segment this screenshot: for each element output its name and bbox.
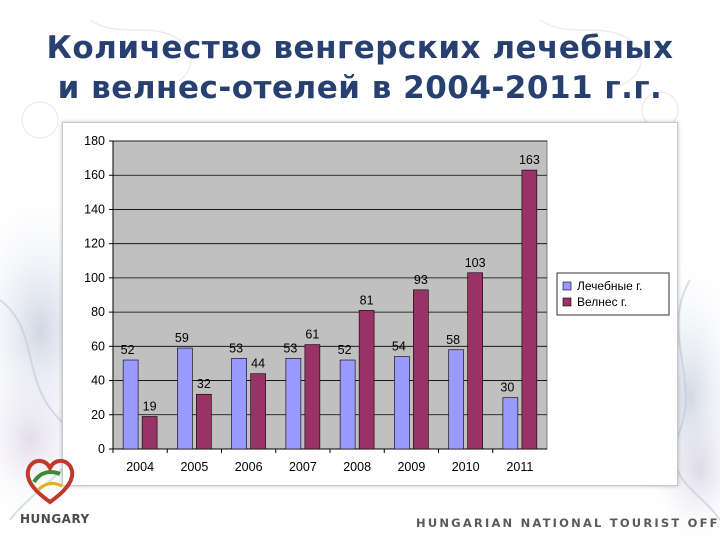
bar-lechebnye-2004 <box>122 359 139 450</box>
data-label: 59 <box>175 331 189 345</box>
legend-label: Велнес г. <box>577 295 627 309</box>
chart-frame: 0 20 40 60 80 100 120 140 160 180 52 19 2004 59 32 2005… <box>62 122 678 486</box>
bar-velnes-2005 <box>196 393 212 450</box>
x-tick-label: 2009 <box>397 460 425 474</box>
data-label: 103 <box>465 256 486 270</box>
x-tick-label: 2007 <box>289 460 317 474</box>
bar-velnes-2006 <box>250 373 266 450</box>
data-label: 52 <box>338 343 352 357</box>
y-tick-label: 60 <box>91 339 105 353</box>
bar-velnes-2010 <box>467 272 483 450</box>
data-label: 52 <box>121 343 135 357</box>
bar-chart: 0 20 40 60 80 100 120 140 160 180 52 19 2004 59 32 2005… <box>84 134 670 474</box>
data-label: 19 <box>143 399 157 413</box>
x-tick-label: 2011 <box>506 460 533 474</box>
x-tick-label: 2010 <box>452 460 480 474</box>
data-label: 53 <box>283 341 297 355</box>
legend-swatch <box>562 297 572 307</box>
x-tick-label: 2004 <box>126 460 154 474</box>
legend-box <box>556 272 670 316</box>
y-tick-label: 40 <box>91 374 105 388</box>
bar-lechebnye-2005 <box>177 347 193 450</box>
x-tick-label: 2005 <box>180 460 208 474</box>
x-tick-label: 2006 <box>235 460 263 474</box>
bar-lechebnye-2010 <box>448 349 464 450</box>
data-label: 93 <box>414 273 428 287</box>
data-label: 32 <box>197 377 211 391</box>
bar-lechebnye-2006 <box>231 358 247 450</box>
y-tick-label: 0 <box>98 442 105 456</box>
bar-lechebnye-2008 <box>339 359 356 450</box>
bar-velnes-2008 <box>358 310 375 450</box>
bar-velnes-2009 <box>413 289 429 450</box>
hungary-heart-logo-icon <box>25 459 75 505</box>
y-tick-label: 120 <box>84 237 105 251</box>
data-label: 44 <box>251 357 265 371</box>
bar-velnes-2004 <box>141 416 158 450</box>
bar-velnes-2011 <box>521 169 538 450</box>
data-label: 53 <box>229 341 243 355</box>
data-label: 54 <box>392 340 406 354</box>
bar-lechebnye-2009 <box>394 356 410 450</box>
bar-lechebnye-2011 <box>502 397 519 450</box>
data-label: 163 <box>519 153 540 167</box>
y-tick-label: 140 <box>84 202 105 216</box>
y-tick-label: 80 <box>91 305 105 319</box>
legend-label: Лечебные г. <box>577 279 642 293</box>
data-label: 61 <box>305 328 319 342</box>
data-label: 58 <box>446 333 460 347</box>
legend-swatch <box>562 281 572 291</box>
data-label: 81 <box>360 293 374 307</box>
bar-lechebnye-2007 <box>285 358 302 450</box>
brand-name: HUNGARY <box>20 512 90 526</box>
office-name: HUNGARIAN NATIONAL TOURIST OFFICE <box>416 516 720 530</box>
x-tick-label: 2008 <box>343 460 371 474</box>
data-label: 30 <box>500 381 514 395</box>
slide-title-line-2: и велнес-отелей в 2004-2011 г.г. <box>57 70 663 106</box>
slide-title-line-1: Количество венгерских лечебных <box>46 30 674 66</box>
slide-title: Количество венгерских лечебных и велнес-… <box>0 28 720 108</box>
y-tick-label: 160 <box>84 168 105 182</box>
y-tick-label: 20 <box>91 408 105 422</box>
y-tick-label: 100 <box>84 271 105 285</box>
y-tick-label: 180 <box>84 134 105 148</box>
bar-velnes-2007 <box>304 344 321 450</box>
